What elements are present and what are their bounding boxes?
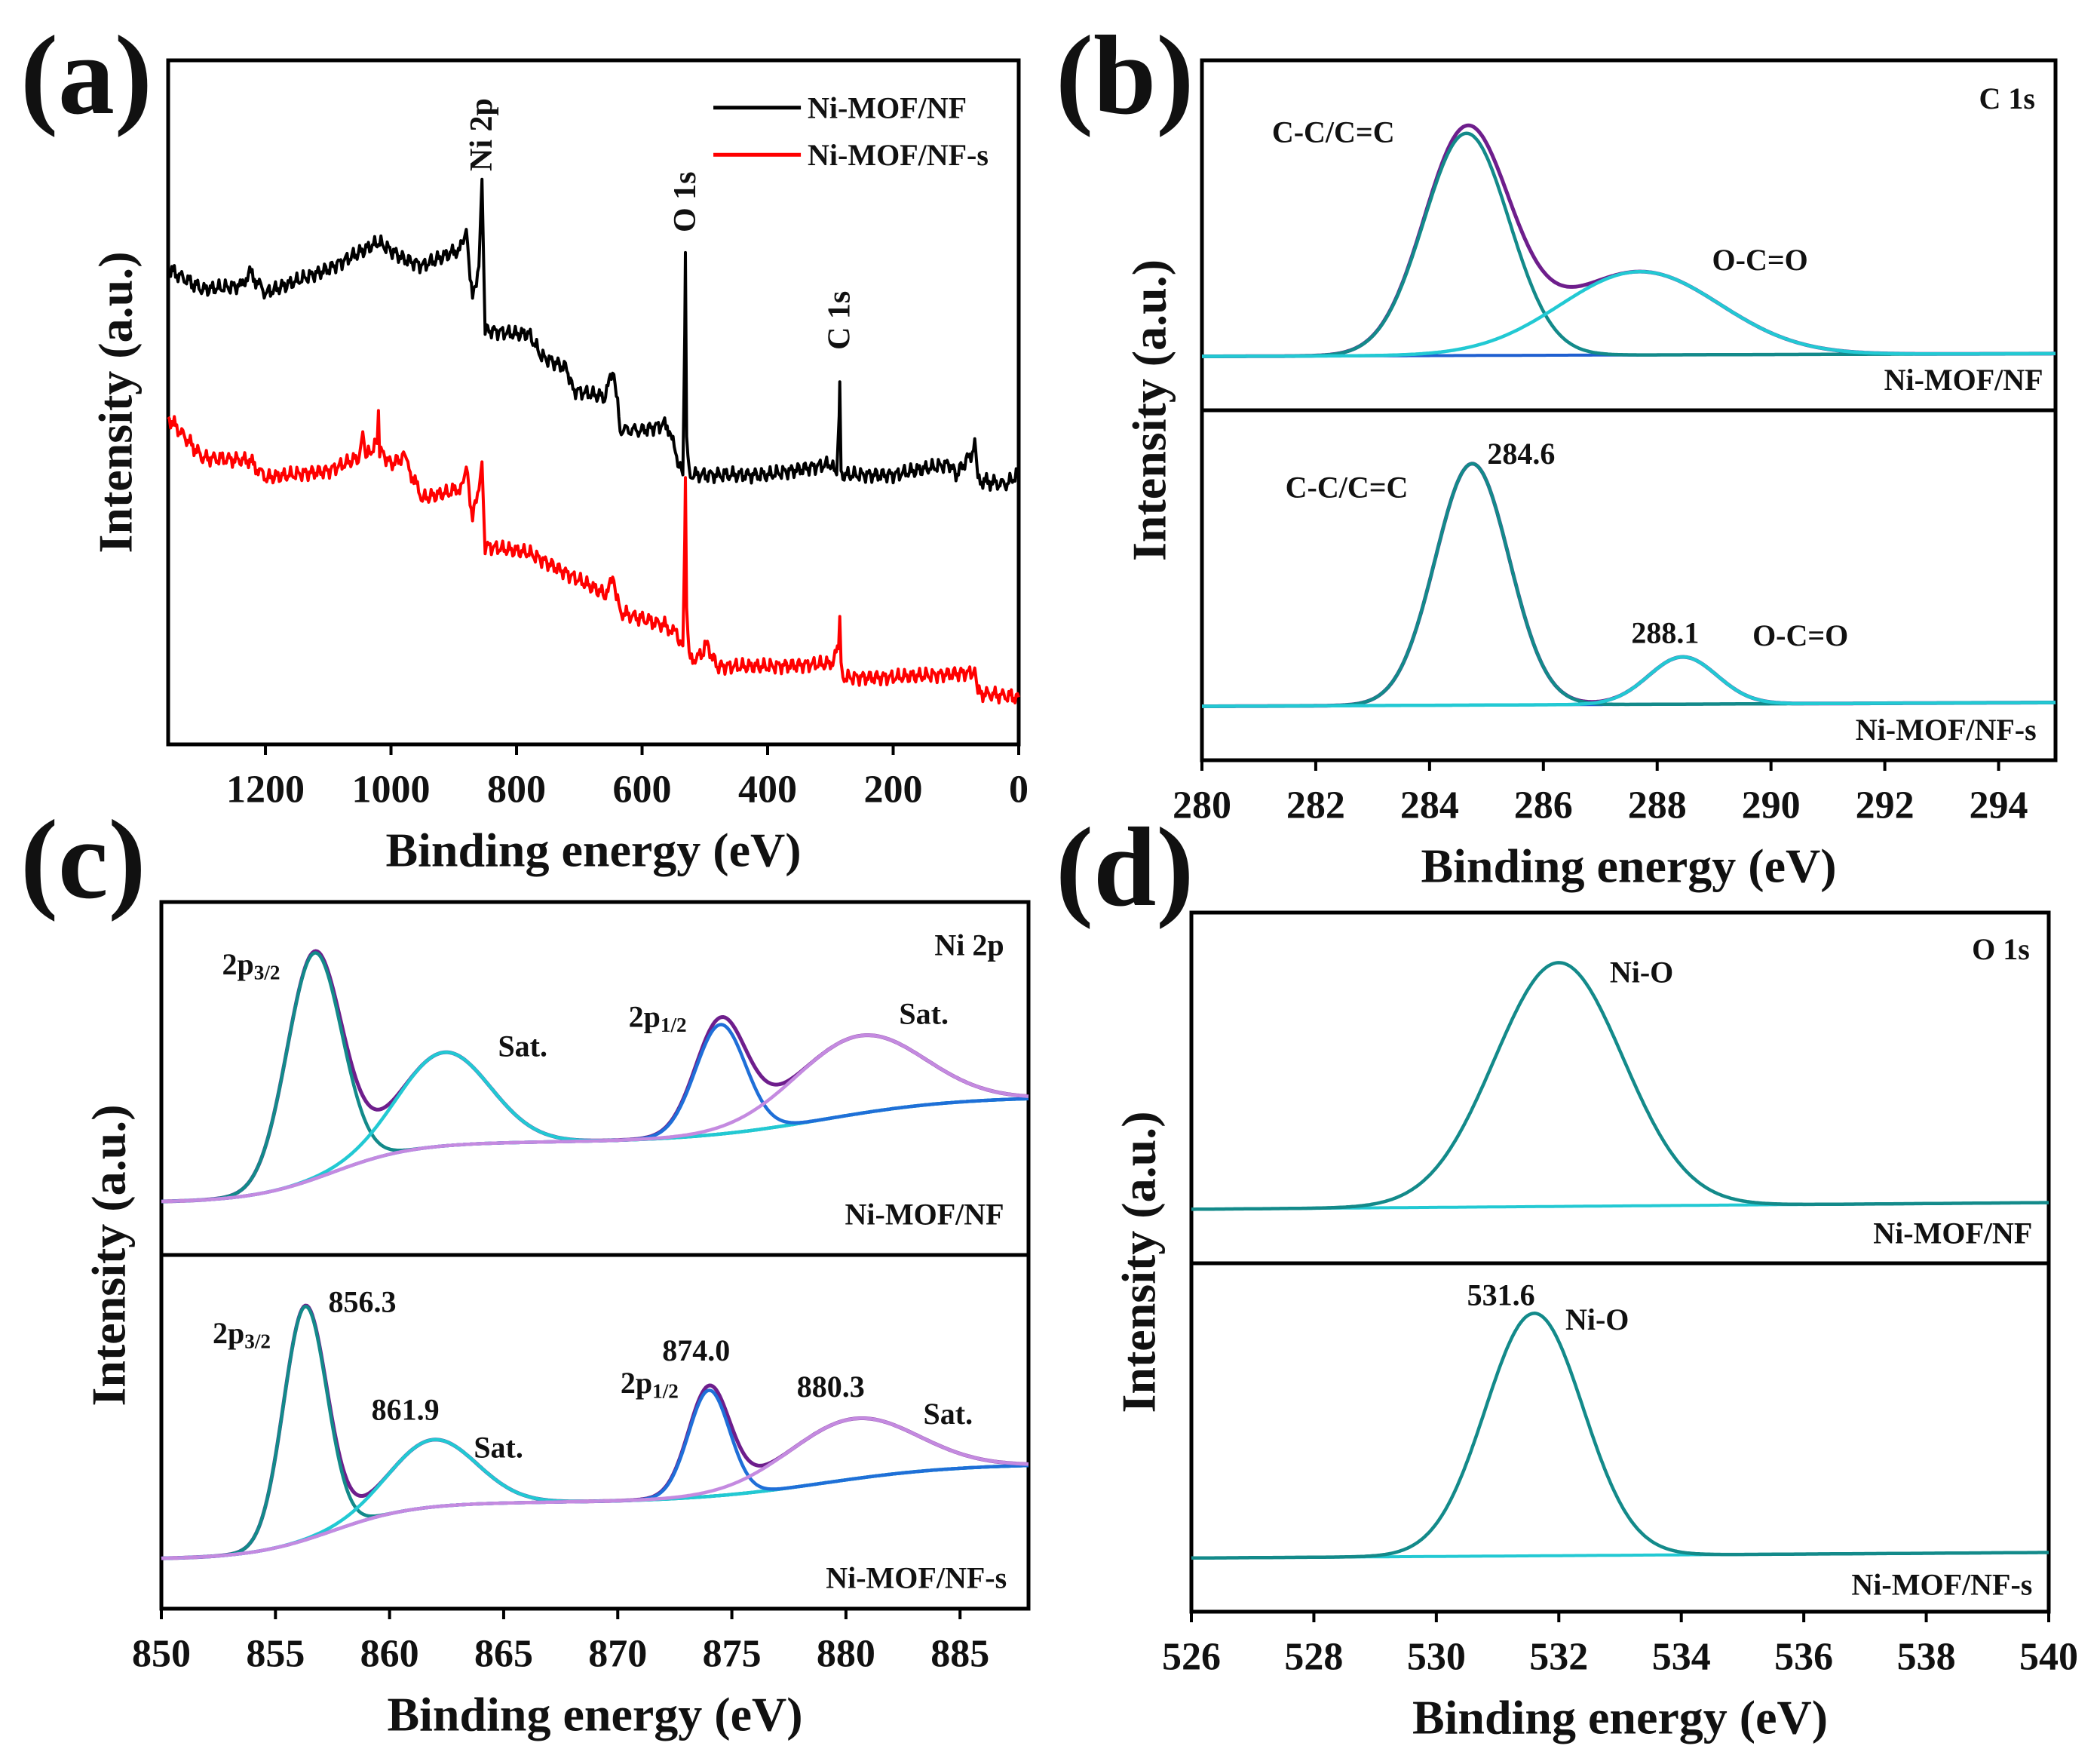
peak-label: 2p3/2 <box>213 1316 271 1353</box>
x-tick-label: 800 <box>487 769 546 812</box>
legend-label: Ni-MOF/NF <box>808 91 967 124</box>
peak-label: Ni-O <box>1565 1302 1629 1336</box>
x-axis-label: Binding energy (eV) <box>385 824 801 877</box>
sample-label: Ni-MOF/NF <box>845 1198 1004 1232</box>
region-label: C 1s <box>1979 81 2034 115</box>
peak-label: 2p1/2 <box>621 1366 679 1403</box>
x-tick-label: 292 <box>1856 784 1915 827</box>
x-tick-label: 855 <box>246 1633 305 1676</box>
x-tick-label: 526 <box>1162 1636 1221 1679</box>
x-tick-label: 288 <box>1628 784 1687 827</box>
x-tick-label: 860 <box>360 1633 419 1676</box>
x-tick-label: 528 <box>1284 1636 1343 1679</box>
x-tick-label: 532 <box>1529 1636 1588 1679</box>
x-tick-label: 1000 <box>352 769 431 812</box>
fit-component-curve <box>161 1023 1029 1204</box>
peak-label: C-C/C=C <box>1286 471 1409 505</box>
x-tick-label: 540 <box>2019 1636 2078 1679</box>
peak-label: Sat. <box>474 1430 523 1464</box>
plot-frame <box>166 58 1021 747</box>
peak-annotation: O 1s <box>668 171 703 232</box>
peak-value-label: 880.3 <box>797 1370 865 1404</box>
fit-component-curve <box>161 1437 1029 1560</box>
sample-label: Ni-MOF/NF-s <box>1851 1567 2032 1601</box>
x-tick-label: 534 <box>1652 1636 1711 1679</box>
x-tick-label: 530 <box>1407 1636 1466 1679</box>
peak-annotation: Ni 2p <box>464 98 499 171</box>
x-tick-label: 200 <box>864 769 923 812</box>
peak-value-label: 861.9 <box>372 1392 440 1426</box>
y-axis-label: Intensity (a.u.) <box>1112 1111 1166 1413</box>
peak-label: O-C=O <box>1712 243 1808 277</box>
x-tick-label: 536 <box>1774 1636 1833 1679</box>
fit-component-curve <box>161 1033 1029 1204</box>
x-tick-label: 284 <box>1400 784 1459 827</box>
x-axis-label: Binding energy (eV) <box>387 1688 802 1741</box>
x-tick-label: 875 <box>703 1633 762 1676</box>
series-line-ni-mof-nf <box>167 177 1020 492</box>
series-line-ni-mof-nf-s <box>167 409 1020 705</box>
sample-label: Ni-MOF/NF <box>1884 363 2043 397</box>
y-axis-label: Intensity (a.u.) <box>89 251 143 553</box>
fit-component-curve <box>161 1416 1029 1560</box>
peak-label: Sat. <box>899 997 949 1031</box>
region-label: O 1s <box>1972 932 2030 966</box>
x-tick-label: 870 <box>588 1633 647 1676</box>
x-tick-label: 865 <box>474 1633 533 1676</box>
region-label: Ni 2p <box>934 928 1004 962</box>
x-tick-label: 280 <box>1173 784 1231 827</box>
peak-value-label: 288.1 <box>1631 615 1699 649</box>
peak-label: Ni-O <box>1610 955 1673 989</box>
x-tick-label: 290 <box>1742 784 1801 827</box>
peak-value-label: 874.0 <box>662 1333 730 1367</box>
sample-label: Ni-MOF/NF-s <box>826 1561 1007 1595</box>
x-tick-label: 400 <box>738 769 797 812</box>
sample-label: Ni-MOF/NF-s <box>1856 713 2037 747</box>
envelope-curve <box>1201 123 2056 358</box>
peak-label: O-C=O <box>1752 618 1848 652</box>
y-axis-label: Intensity (a.u.) <box>82 1104 136 1406</box>
peak-annotation: C 1s <box>823 291 857 350</box>
fit-component-curve <box>161 951 1029 1204</box>
x-tick-label: 885 <box>930 1633 989 1676</box>
peak-value-label: 856.3 <box>329 1285 397 1319</box>
peak-value-label: 284.6 <box>1487 437 1555 471</box>
x-tick-label: 600 <box>613 769 672 812</box>
x-tick-label: 538 <box>1897 1636 1956 1679</box>
fit-component-curve <box>1202 655 2056 708</box>
peak-label: 2p3/2 <box>222 947 281 984</box>
x-tick-label: 294 <box>1970 784 2028 827</box>
fit-component-curve <box>161 1305 1029 1560</box>
y-axis-label: Intensity (a.u.) <box>1123 259 1176 561</box>
fit-component-curve <box>161 1388 1029 1560</box>
fit-component-curve <box>1191 1312 2049 1560</box>
peak-value-label: 531.6 <box>1467 1278 1535 1312</box>
x-tick-label: 880 <box>817 1633 875 1676</box>
panel-label: (a) <box>20 13 152 138</box>
fit-component-curve <box>161 1051 1029 1204</box>
x-tick-label: 0 <box>1009 769 1029 812</box>
panel-label: (c) <box>20 797 146 922</box>
peak-label: Sat. <box>498 1029 547 1063</box>
peak-label: C-C/C=C <box>1272 115 1395 149</box>
panel-label: (b) <box>1056 13 1194 138</box>
fit-component-curve <box>1202 269 2056 358</box>
x-axis-label: Binding energy (eV) <box>1412 1691 1828 1744</box>
sample-label: Ni-MOF/NF <box>1873 1217 2032 1250</box>
peak-label: Sat. <box>924 1397 973 1431</box>
x-axis-label: Binding energy (eV) <box>1421 839 1836 893</box>
x-tick-label: 1200 <box>226 769 305 812</box>
fit-component-curve <box>1191 961 2049 1211</box>
legend-label: Ni-MOF/NF-s <box>808 138 989 172</box>
panel-label: (d) <box>1056 805 1194 930</box>
peak-label: 2p1/2 <box>629 999 687 1036</box>
x-tick-label: 850 <box>132 1633 191 1676</box>
fit-component-curve <box>1202 131 2056 358</box>
x-tick-label: 282 <box>1286 784 1345 827</box>
envelope-curve <box>161 949 1029 1204</box>
x-tick-label: 286 <box>1514 784 1573 827</box>
